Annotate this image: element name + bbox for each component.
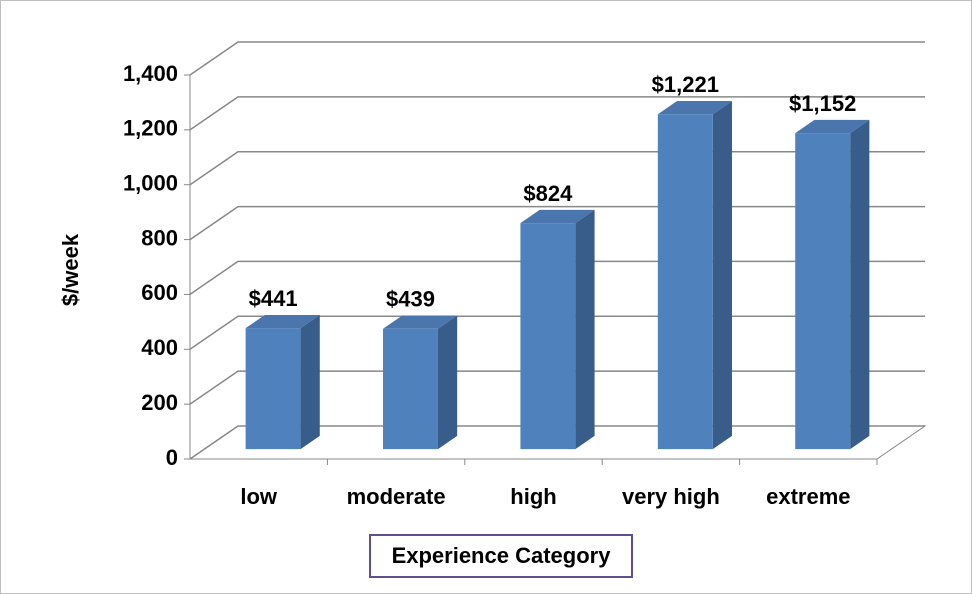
x-axis-title: Experience Category [392,543,612,568]
x-axis-title-box [369,534,633,578]
bar-top [795,119,870,134]
y-tick-label: 200 [141,390,178,415]
y-tick-label: 0 [166,445,178,470]
value-label: $1,221 [652,72,719,97]
grid-line [189,96,925,131]
bar-side [575,209,595,450]
y-tick-label: 800 [141,225,178,250]
bar-side [712,100,732,450]
y-tick-label: 600 [141,280,178,305]
value-label: $1,152 [789,91,856,116]
grid-line [189,41,925,76]
value-label: $824 [523,181,573,206]
x-tick-label: very high [622,484,720,509]
value-label: $439 [386,287,435,312]
bar-top [245,314,320,329]
bar-top [657,100,732,115]
value-label: $441 [249,286,298,311]
x-tick-label: high [510,484,556,509]
bar-side [850,119,870,450]
x-tick-label: extreme [766,484,850,509]
bar-side [300,314,320,450]
y-tick-label: 400 [141,335,178,360]
y-tick-label: 1,400 [123,61,178,86]
bar [383,328,438,450]
bar-side [437,315,458,450]
y-tick-label: 1,000 [123,171,178,196]
x-tick-label: low [240,484,278,509]
y-tick-label: 1,200 [123,116,178,141]
bar [657,114,713,450]
bar-top [520,209,595,224]
bar [795,133,851,450]
y-axis-title: $/week [58,233,83,306]
x-tick-label: moderate [347,484,446,509]
bar [520,223,576,450]
bar-top [383,315,458,329]
bar [245,328,301,450]
